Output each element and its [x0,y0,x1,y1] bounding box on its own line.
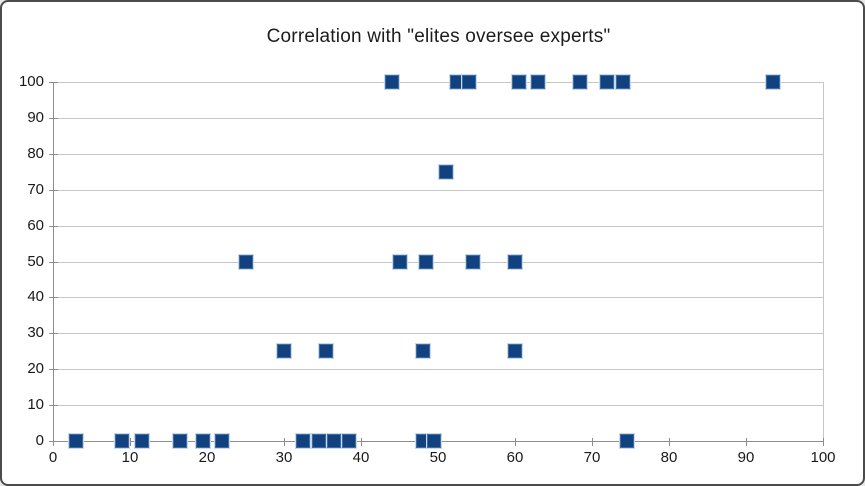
y-tick-label: 0 [35,432,44,449]
data-point-marker [173,434,188,448]
y-tick [49,153,58,155]
data-point-marker [238,254,253,269]
data-point-marker [438,164,453,179]
h-gridline [53,189,824,191]
data-point-marker [415,344,430,359]
x-tick [361,438,362,446]
x-tick-label: 60 [506,449,524,466]
data-point-marker [327,434,342,448]
h-gridline [53,225,824,227]
x-tick [823,438,824,446]
data-point-marker [419,254,434,269]
x-tick-label: 80 [660,449,678,466]
data-point-marker [427,434,442,448]
data-point-marker [508,254,522,269]
x-tick [669,438,670,446]
x-tick [515,438,516,446]
data-point-marker [115,434,130,448]
y-tick [49,82,58,83]
h-gridline [53,405,824,407]
x-tick-label: 90 [737,449,755,466]
x-tick [592,438,593,446]
plot-area: 0 10 20 30 40 50 60 70 80 90 100 0 10 20 30 40 50 60 70 80 9… [19,73,836,466]
x-tick-label: 70 [583,449,601,466]
y-tick [49,297,58,299]
data-point-marker [134,434,149,448]
data-point-marker [277,344,291,359]
data-point-marker [619,434,634,448]
y-tick-label: 20 [27,360,44,378]
y-tick-label: 50 [27,252,44,270]
x-tick-label: 50 [429,449,447,466]
data-point-marker [511,75,526,89]
y-tick-label: 40 [27,288,44,306]
data-point-marker [319,344,334,359]
x-tick [53,438,54,446]
chart-title: Correlation with "elites oversee experts… [266,26,611,47]
y-tick-label: 70 [27,180,44,198]
data-point-marker [465,254,480,269]
data-point-marker [573,75,588,89]
data-point-marker [508,344,522,359]
h-gridline [53,333,824,335]
y-tick [49,405,58,407]
h-gridline [53,82,824,83]
data-point-marker [215,434,230,448]
y-tick [49,117,58,119]
y-tick-label: 90 [27,108,44,126]
plot-right-border [823,82,824,442]
h-gridline [53,117,824,119]
y-tick-label: 10 [27,396,44,414]
data-point-marker [461,75,476,89]
h-gridline [53,369,824,371]
x-tick [284,438,285,446]
x-tick-label: 30 [275,449,293,466]
h-gridline [53,153,824,155]
data-point-marker [69,434,84,448]
y-tick-label: 30 [27,324,44,342]
y-tick [49,333,58,335]
data-point-marker [765,75,780,89]
x-tick-label: 10 [121,449,139,466]
data-point-marker [384,75,399,89]
y-tick-label: 100 [18,73,44,90]
x-tick-label: 100 [810,449,836,466]
data-point-marker [600,75,615,89]
y-tick [49,189,58,191]
y-tick-label: 60 [27,216,44,234]
data-point-marker [615,75,630,89]
data-point-marker [196,434,211,448]
y-tick [49,369,58,371]
data-point-marker [342,434,357,448]
x-tick-label: 20 [198,449,216,466]
data-point-marker [531,75,546,89]
data-point-marker [296,434,311,448]
h-gridline [53,261,824,263]
x-tick-label: 0 [48,449,58,466]
y-tick [49,261,58,263]
y-tick-label: 80 [27,144,44,162]
h-gridline [53,297,824,299]
x-tick [746,438,747,446]
x-tick-label: 40 [352,449,370,466]
y-tick [49,225,58,227]
data-point-marker [311,434,326,448]
x-tick [130,438,131,446]
data-point-marker [392,254,407,269]
y-tick [49,441,58,442]
